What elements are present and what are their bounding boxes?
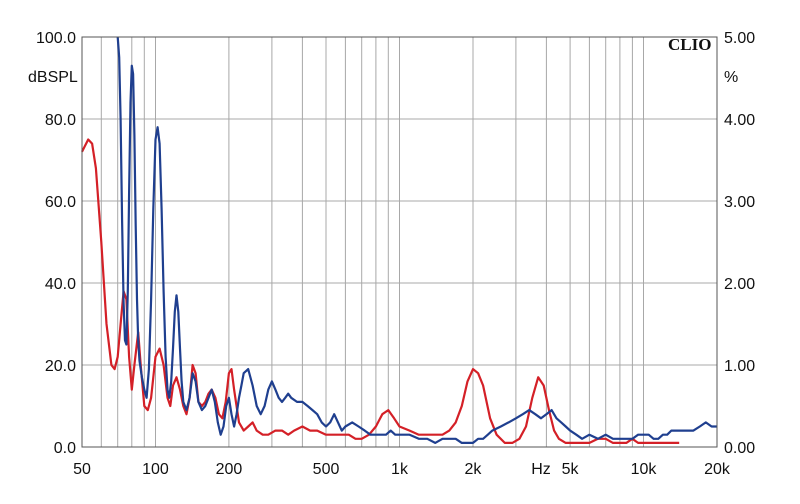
- x-tick-label: 10k: [631, 461, 658, 478]
- y-tick-label-right: 3.00: [724, 194, 755, 211]
- y-tick-label-right: 1.00: [724, 358, 755, 375]
- y-tick-label-right: 5.00: [724, 30, 755, 47]
- y-tick-label-right: 2.00: [724, 276, 755, 293]
- y-tick-label-left: 40.0: [45, 276, 76, 293]
- y-tick-label-right: 0.00: [724, 440, 755, 457]
- brand-logo-text: CLIO: [668, 35, 711, 54]
- grid: [82, 37, 717, 447]
- plot-frame: [81, 36, 718, 448]
- y-tick-label-left: 80.0: [45, 112, 76, 129]
- x-tick-label: 50: [73, 461, 91, 478]
- x-tick-label: 500: [313, 461, 340, 478]
- x-axis-unit: Hz: [531, 461, 551, 478]
- y-tick-label-left: 20.0: [45, 358, 76, 375]
- x-tick-label: 20k: [704, 461, 731, 478]
- right-axis-unit: %: [724, 69, 738, 86]
- x-tick-label: 200: [216, 461, 243, 478]
- series-lines: [81, 36, 717, 444]
- y-tick-label-left: 100.0: [36, 30, 76, 47]
- series-line-2: [116, 36, 717, 444]
- x-tick-label: 2k: [465, 461, 483, 478]
- x-tick-label: 1k: [391, 461, 409, 478]
- x-tick-label: 100: [142, 461, 169, 478]
- left-axis-unit: dBSPL: [28, 69, 78, 86]
- series-line-1: [81, 138, 680, 444]
- y-tick-label-left: 60.0: [45, 194, 76, 211]
- y-tick-label-right: 4.00: [724, 112, 755, 129]
- y-tick-label-left: 0.0: [54, 440, 76, 457]
- x-tick-label: 5k: [562, 461, 580, 478]
- axis-labels: 0.0 20.0 40.0 60.0 80.0 100.0 0.00 1.00 2.00 3.00…: [36, 30, 755, 478]
